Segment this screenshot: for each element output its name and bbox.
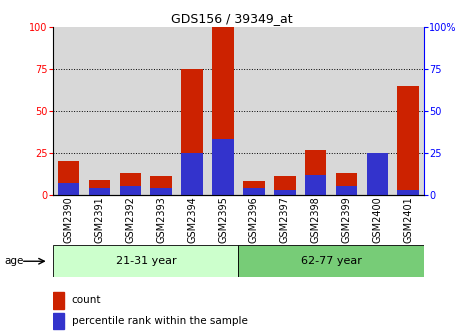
Bar [89, 188, 110, 195]
Bar [274, 176, 295, 195]
Bar [212, 139, 234, 195]
Bar [53, 27, 84, 195]
Bar [181, 153, 203, 195]
Text: 62-77 year: 62-77 year [300, 256, 362, 266]
Bar [238, 27, 269, 195]
Text: count: count [72, 295, 101, 305]
Bar [53, 292, 64, 308]
Bar [84, 27, 115, 195]
Bar [367, 153, 388, 195]
Bar [115, 27, 146, 195]
Bar [58, 161, 80, 195]
Text: 21-31 year: 21-31 year [116, 256, 176, 266]
Bar [119, 173, 141, 195]
Text: percentile rank within the sample: percentile rank within the sample [72, 316, 248, 326]
Bar [58, 183, 80, 195]
Bar [300, 27, 331, 195]
Bar [336, 186, 357, 195]
Bar [397, 190, 419, 195]
Bar [243, 181, 265, 195]
Bar [336, 173, 357, 195]
Bar [238, 245, 424, 277]
Bar [119, 186, 141, 195]
Bar [331, 27, 362, 195]
Bar [53, 312, 64, 329]
Bar [269, 27, 300, 195]
Bar [150, 176, 172, 195]
Text: GDS156 / 39349_at: GDS156 / 39349_at [171, 12, 292, 25]
Bar [367, 166, 388, 195]
Bar [305, 175, 326, 195]
Bar [89, 180, 110, 195]
Bar [397, 86, 419, 195]
Bar [181, 69, 203, 195]
Bar [393, 27, 424, 195]
Bar [362, 27, 393, 195]
Bar [150, 188, 172, 195]
Bar [207, 27, 238, 195]
Text: age: age [5, 256, 24, 266]
Bar [243, 188, 265, 195]
Bar [305, 150, 326, 195]
Bar [177, 27, 207, 195]
Bar [212, 27, 234, 195]
Bar [53, 245, 238, 277]
Bar [274, 190, 295, 195]
Bar [146, 27, 177, 195]
